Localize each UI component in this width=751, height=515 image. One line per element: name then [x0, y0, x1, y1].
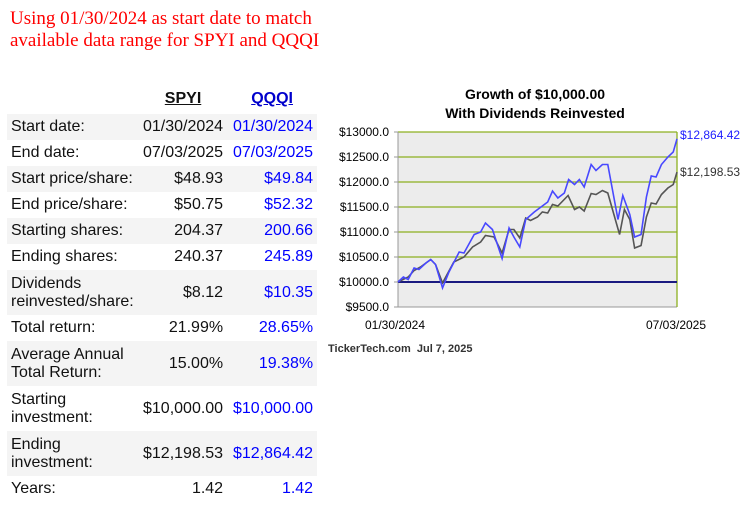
- spyi-value: 21.99%: [168, 319, 224, 336]
- y-tick-label: $10500.0: [339, 250, 389, 264]
- series-line-spyi: [397, 171, 678, 285]
- row-label: Average Annual Total Return:: [7, 341, 139, 386]
- qqqi-value: 1.42: [281, 480, 314, 497]
- date-range-note: Using 01/30/2024 as start date to match …: [10, 8, 320, 51]
- spyi-value: $10,000.00: [143, 399, 224, 417]
- spyi-value: 07/03/2025: [143, 144, 224, 161]
- table-row: Average Annual Total Return: 15.00% 19.3…: [7, 341, 318, 386]
- row-label: Start date:: [7, 114, 139, 140]
- y-tick-label: $9500.0: [346, 300, 390, 314]
- table-row: Total return: 21.99% 28.65%: [7, 315, 317, 341]
- table-row: Years: 1.42 1.42: [7, 476, 317, 502]
- spyi-header-link[interactable]: SPYI: [164, 90, 202, 107]
- row-label: Years:: [11, 480, 56, 497]
- comparison-table: SPYI QQQI Start date: 01/30/2024 01/30/2…: [7, 84, 318, 502]
- table-row: Start date: 01/30/2024 01/30/2024: [7, 114, 318, 140]
- spyi-value: $48.93: [139, 166, 228, 192]
- spyi-value: 15.00%: [139, 341, 228, 386]
- y-tick-label: $12500.0: [339, 150, 389, 164]
- y-tick-label: $10000.0: [339, 275, 389, 289]
- chart-subtitle: With Dividends Reinvested: [445, 105, 625, 121]
- qqqi-value: 200.66: [227, 218, 318, 244]
- table-row: Ending shares: 240.37 245.89: [7, 244, 317, 270]
- chart-title: Growth of $10,000.00: [465, 86, 605, 102]
- series-line-qqqi: [397, 138, 678, 291]
- chart-credit: TickerTech.com Jul 7, 2025: [328, 343, 473, 355]
- spyi-value: $50.75: [174, 196, 224, 213]
- table-row: Start price/share: $48.93 $49.84: [7, 166, 318, 192]
- spyi-value: $12,198.53: [139, 431, 228, 476]
- row-label: End price/share:: [11, 196, 128, 213]
- y-tick-label: $12000.0: [339, 175, 389, 189]
- row-label: End date:: [11, 144, 80, 161]
- spyi-value: $8.12: [139, 270, 228, 315]
- qqqi-value: 245.89: [264, 248, 314, 265]
- row-label: Dividends reinvested/share:: [7, 270, 139, 315]
- spyi-value: 1.42: [191, 480, 224, 497]
- table-row: Starting shares: 204.37 200.66: [7, 218, 318, 244]
- qqqi-value: 19.38%: [227, 341, 318, 386]
- spyi-value: 240.37: [174, 248, 224, 265]
- qqqi-value: $49.84: [227, 166, 318, 192]
- qqqi-value: $10,000.00: [233, 399, 314, 417]
- x-label-start: 01/30/2024: [365, 318, 425, 332]
- row-label: Total return:: [11, 319, 96, 336]
- qqqi-value: 01/30/2024: [227, 114, 318, 140]
- end-label-spyi: $12,198.53: [680, 165, 740, 179]
- row-label: Starting investment:: [11, 390, 93, 426]
- x-label-end: 07/03/2025: [646, 318, 706, 332]
- table-row: End date: 07/03/2025 07/03/2025: [7, 140, 317, 166]
- y-tick-label: $11000.0: [340, 225, 389, 239]
- qqqi-value: $10.35: [227, 270, 318, 315]
- growth-chart: Growth of $10,000.00 With Dividends Rein…: [328, 86, 740, 355]
- y-tick-label: $13000.0: [339, 125, 389, 139]
- row-label: Ending shares:: [11, 248, 118, 265]
- table-row: Dividends reinvested/share: $8.12 $10.35: [7, 270, 318, 315]
- y-tick-label: $11500.0: [340, 200, 389, 214]
- qqqi-value: $52.32: [264, 196, 314, 213]
- spyi-value: 01/30/2024: [139, 114, 228, 140]
- qqqi-header-link[interactable]: QQQI: [251, 90, 293, 107]
- end-label-qqqi: $12,864.42: [680, 128, 740, 142]
- qqqi-value: $12,864.42: [227, 431, 318, 476]
- row-label: Starting shares:: [7, 218, 139, 244]
- row-label: Start price/share:: [7, 166, 139, 192]
- spyi-value: 204.37: [139, 218, 228, 244]
- table-row: End price/share: $50.75 $52.32: [7, 192, 317, 218]
- row-label: Ending investment:: [7, 431, 139, 476]
- qqqi-value: 28.65%: [258, 319, 314, 336]
- table-row: Starting investment: $10,000.00 $10,000.…: [7, 386, 317, 431]
- qqqi-value: 07/03/2025: [233, 144, 314, 161]
- table-row: Ending investment: $12,198.53 $12,864.42: [7, 431, 318, 476]
